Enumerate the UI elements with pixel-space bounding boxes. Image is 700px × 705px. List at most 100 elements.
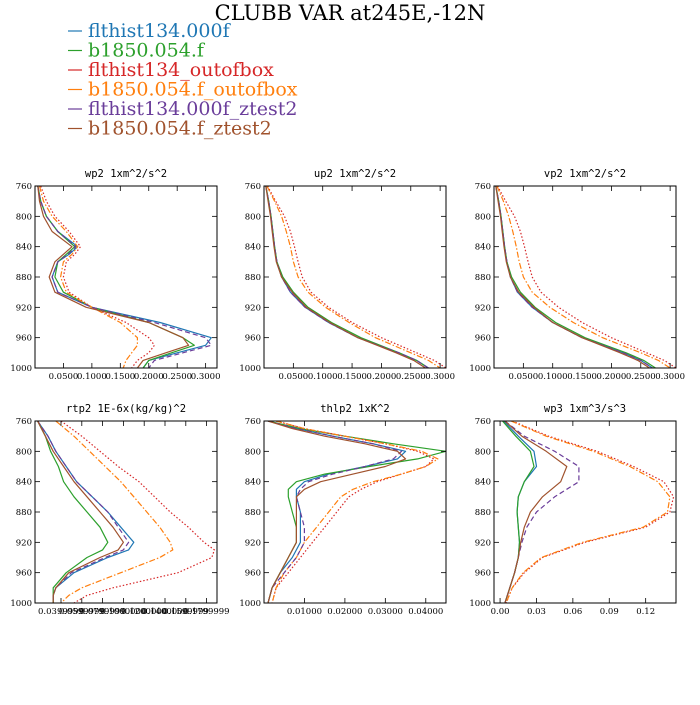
x-tick-label: 0.1200000 [121, 607, 167, 617]
x-tick-label: 0.2500 [162, 372, 192, 382]
series-group [495, 186, 676, 368]
panel-2: up2 1xm^2/s^2 760 800 840 880 920 960 1000 0.050… [239, 168, 455, 382]
x-tick-label: 0.2000 [367, 372, 397, 382]
plot-frame [34, 185, 218, 369]
series-group [37, 421, 215, 603]
plot-frame [263, 420, 447, 604]
series-line [266, 186, 446, 368]
y-tick-label: 840 [245, 243, 261, 253]
y-tick-label: 920 [245, 303, 261, 313]
series-line [55, 421, 174, 603]
y-tick-label: 760 [245, 182, 261, 192]
y-tick-label: 960 [245, 569, 261, 579]
y-tick-label: 920 [16, 303, 32, 313]
x-tick-label: 0.0500 [508, 372, 538, 382]
y-tick-label: 800 [475, 447, 491, 457]
x-tick-label: 0.0599999 [59, 607, 105, 617]
y-tick-label: 760 [245, 417, 261, 427]
series-line [37, 421, 109, 603]
y-tick-label: 800 [475, 212, 491, 222]
x-tick-label: 0.0799999 [80, 607, 126, 617]
x-tick-label: 0.09 [600, 607, 619, 617]
y-tick-label: 760 [475, 182, 491, 192]
legend-label: b1850.054.f_ztest2 [88, 118, 272, 140]
y-tick-label: 920 [475, 303, 491, 313]
series-group [502, 421, 675, 603]
x-tick-label: 0.2000 [597, 372, 627, 382]
x-tick-label: 0.2500 [396, 372, 426, 382]
panel-title: vp2 1xm^2/s^2 [544, 168, 626, 180]
y-tick-label: 880 [245, 273, 261, 283]
y-tick-label: 760 [16, 182, 32, 192]
main-title: CLUBB VAR at245E,-12N [215, 1, 486, 25]
series-line [37, 421, 130, 603]
panel-6: wp3 1xm^3/s^3 760 800 840 880 920 960 10000.00 0… [469, 403, 677, 617]
y-tick-label: 840 [16, 478, 32, 488]
panel-title: up2 1xm^2/s^2 [314, 168, 396, 180]
series-line [266, 186, 441, 368]
y-tick-label: 840 [245, 478, 261, 488]
x-tick-label: 0.3000 [191, 372, 221, 382]
series-line [502, 421, 535, 603]
x-tick-label: 0.01000 [287, 607, 322, 617]
series-line [495, 186, 656, 368]
y-tick-label: 920 [475, 538, 491, 548]
x-tick-label: 0.1000 [308, 372, 338, 382]
x-tick-label: 0.1500 [105, 372, 135, 382]
panel-title: thlp2 1xK^2 [320, 403, 390, 415]
x-tick-label: 0.1400000 [142, 607, 188, 617]
y-tick-label: 880 [475, 273, 491, 283]
y-tick-label: 1000 [469, 599, 491, 609]
panel-title: wp3 1xm^3/s^3 [544, 403, 626, 415]
x-tick-label: 0.00 [491, 607, 510, 617]
series-line [265, 186, 429, 368]
panels: wp2 1xm^2/s^2 760 800 840 880 920 960 1000 0.050… [10, 168, 685, 617]
series-line [503, 421, 538, 603]
series-line [38, 186, 138, 368]
y-tick-label: 1000 [239, 599, 261, 609]
x-tick-label: 0.1000 [538, 372, 568, 382]
y-tick-label: 920 [245, 538, 261, 548]
series-group [265, 186, 446, 368]
plot-frame [263, 185, 447, 369]
series-line [37, 186, 190, 368]
series-line [267, 421, 407, 603]
x-tick-label: 0.3000 [425, 372, 455, 382]
x-tick-label: 0.02000 [327, 607, 362, 617]
x-tick-label: 0.0500 [278, 372, 308, 382]
y-tick-label: 840 [475, 243, 491, 253]
y-tick-label: 880 [475, 508, 491, 518]
y-tick-label: 1000 [239, 364, 261, 374]
x-tick-label: 0.1500 [567, 372, 597, 382]
y-tick-label: 920 [16, 538, 32, 548]
panel-title: wp2 1xm^2/s^2 [85, 168, 167, 180]
x-tick-label: 0.04000 [408, 607, 443, 617]
series-line [495, 186, 653, 368]
y-tick-label: 800 [245, 447, 261, 457]
y-tick-label: 800 [16, 447, 32, 457]
series-line [505, 421, 675, 603]
y-tick-label: 960 [475, 334, 491, 344]
y-tick-label: 1000 [10, 599, 32, 609]
y-tick-label: 800 [245, 212, 261, 222]
series-line [504, 421, 568, 603]
y-tick-label: 800 [16, 212, 32, 222]
y-tick-label: 840 [475, 478, 491, 488]
series-line [37, 421, 125, 603]
series-line [267, 421, 446, 603]
series-line [496, 186, 676, 368]
panel-4: rtp2 1E-6x(kg/kg)^2 760 800 840 880 920 960 100… [10, 403, 229, 617]
legend-label: flthist134.000f [88, 20, 232, 42]
x-tick-label: 0.2500 [626, 372, 656, 382]
series-line [267, 421, 403, 603]
y-tick-label: 1000 [10, 364, 32, 374]
series-group [267, 421, 446, 603]
series-line [265, 186, 429, 368]
x-tick-label: 0.3000 [655, 372, 685, 382]
plot-frame [493, 185, 677, 369]
legend-label: flthist134.000f_ztest2 [88, 98, 297, 120]
series-group [37, 186, 212, 368]
series-line [60, 421, 215, 603]
